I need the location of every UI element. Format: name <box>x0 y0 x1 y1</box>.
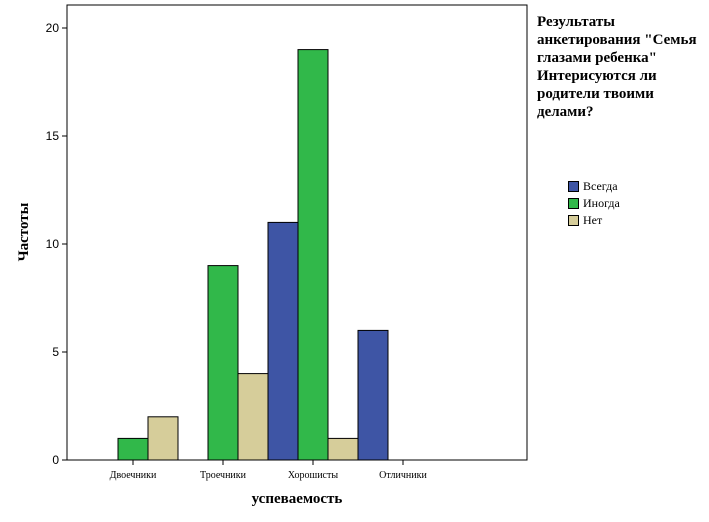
y-tick-label-15: 15 <box>46 129 60 143</box>
bar-cat-1-series-1 <box>207 265 239 461</box>
x-axis-label: успеваемость <box>252 491 343 507</box>
y-tick-label-10: 10 <box>46 237 60 251</box>
x-tick-label-3: Отличники <box>379 470 427 481</box>
x-tick-label-0: Двоечники <box>110 470 157 481</box>
legend: Всегда Иногда Нет <box>568 178 620 229</box>
x-tick-label-2: Хорошисты <box>288 470 338 481</box>
bar-cat-0-series-1 <box>117 437 149 461</box>
legend-label-vsegda: Всегда <box>583 179 618 193</box>
y-axis: 0 5 10 15 20 <box>46 21 67 467</box>
bar-cat-3-series-0 <box>357 329 389 461</box>
y-tick-label-5: 5 <box>52 345 59 359</box>
bar-cat-0-series-2 <box>147 416 179 461</box>
legend-item-inogda: Иногда <box>568 195 620 212</box>
legend-label-net: Нет <box>583 213 603 227</box>
bar-cat-1-series-2 <box>237 373 269 461</box>
bars-group <box>117 49 389 461</box>
x-axis: Двоечники Троечники Хорошисты Отличники <box>110 460 427 481</box>
legend-label-inogda: Иногда <box>583 196 620 210</box>
legend-swatch-inogda <box>568 198 579 209</box>
legend-item-net: Нет <box>568 212 620 229</box>
legend-item-vsegda: Всегда <box>568 178 620 195</box>
x-tick-label-1: Троечники <box>200 470 247 481</box>
bar-cat-2-series-0 <box>267 221 299 461</box>
legend-swatch-net <box>568 215 579 226</box>
y-axis-label: Частоты <box>16 202 32 261</box>
y-tick-label-0: 0 <box>52 453 59 467</box>
bar-cat-2-series-2 <box>327 437 359 461</box>
legend-title: Результаты анкетирования "Семья глазами … <box>537 14 697 120</box>
y-tick-label-20: 20 <box>46 21 60 35</box>
bar-cat-2-series-1 <box>297 49 329 461</box>
legend-swatch-vsegda <box>568 181 579 192</box>
